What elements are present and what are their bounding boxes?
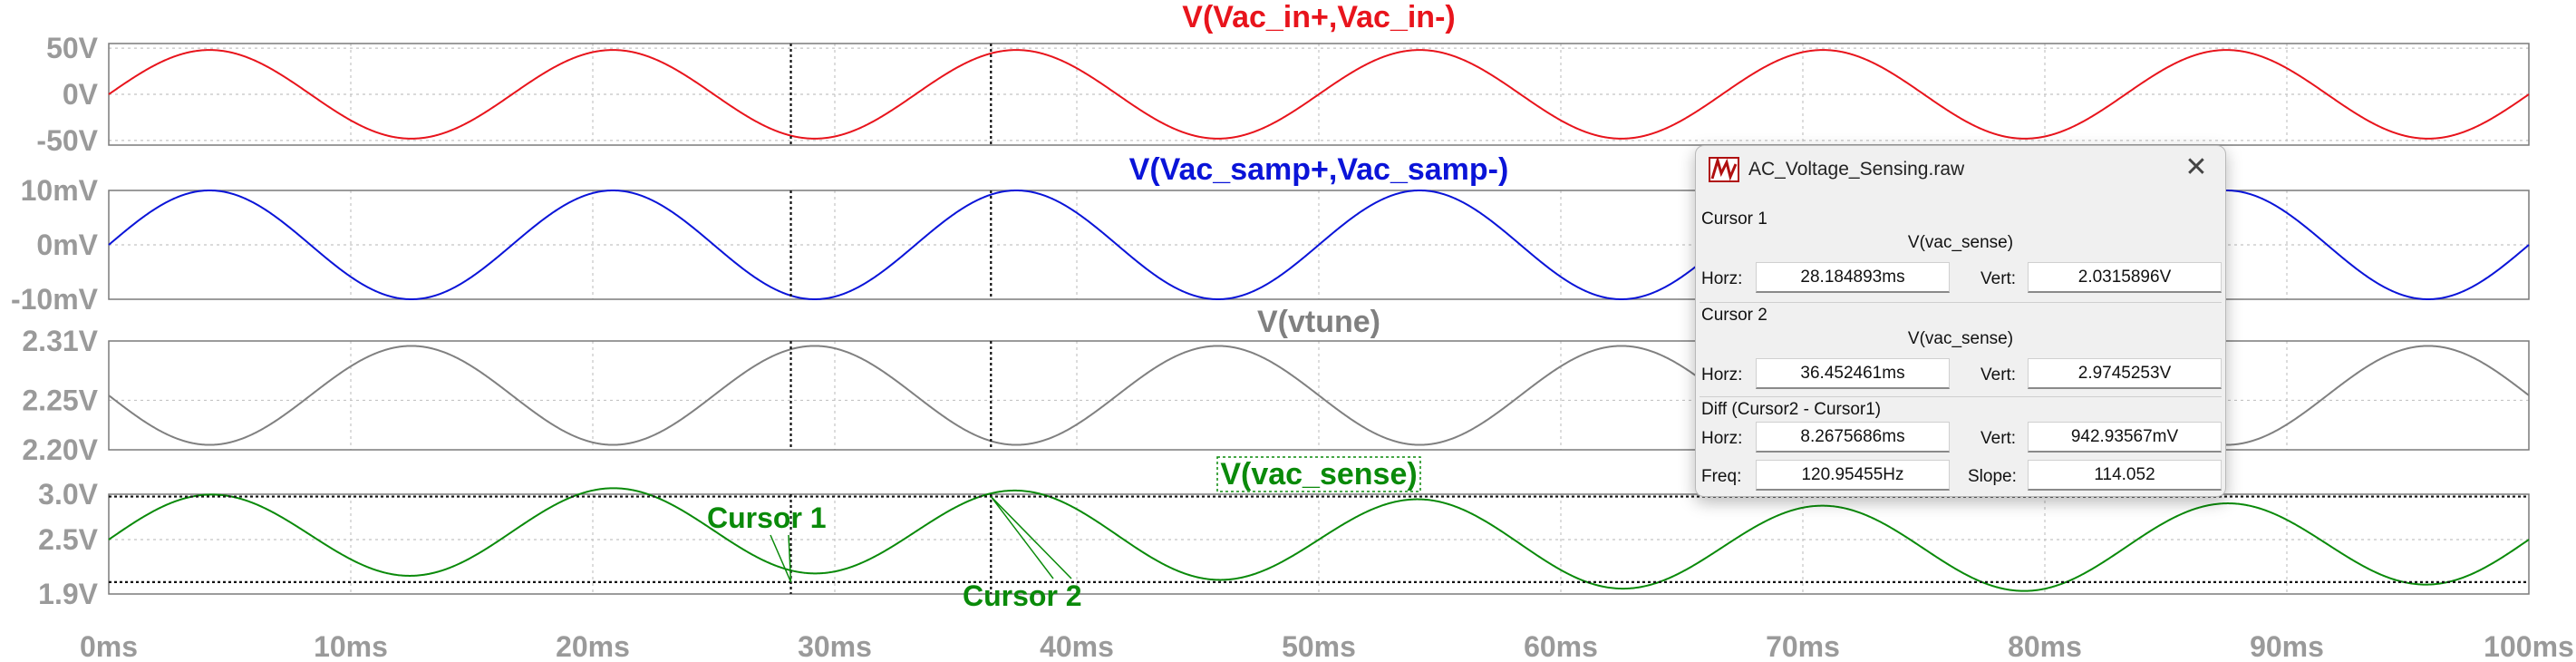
- cursor-pointer-line: [990, 496, 1054, 579]
- diff-slope-field[interactable]: 114.052: [2028, 460, 2222, 491]
- x-tick-label: 30ms: [798, 630, 872, 662]
- pane-title: V(vac_sense): [1220, 457, 1417, 492]
- x-tick-label: 10ms: [314, 630, 388, 662]
- series-line: [108, 49, 2530, 140]
- x-tick-label: 70ms: [1766, 630, 1840, 662]
- x-tick-label: 100ms: [2484, 630, 2574, 662]
- cursor1-vert-label: Vert:: [1980, 269, 2017, 288]
- series-line: [108, 487, 2530, 592]
- y-tick-label: 2.5V: [38, 523, 98, 556]
- divider: [1700, 302, 2222, 303]
- cursor2-heading: Cursor 2: [1701, 306, 1767, 325]
- cursor2-horz-label: Horz:: [1701, 365, 1743, 385]
- x-tick-label: 0ms: [80, 630, 138, 662]
- pane-title: V(vtune): [1257, 305, 1380, 339]
- y-tick-label: 10mV: [21, 174, 99, 207]
- diff-vert-field[interactable]: 942.93567mV: [2028, 422, 2222, 453]
- y-tick-label: -10mV: [11, 283, 99, 316]
- cursor1-label: Cursor 1: [707, 501, 827, 534]
- diff-horz-label: Horz:: [1701, 429, 1743, 448]
- x-tick-label: 50ms: [1282, 630, 1356, 662]
- cursor-pointer-line: [788, 534, 792, 582]
- selected-trace-box[interactable]: [1216, 456, 1421, 492]
- cursor1-signal: V(vac_sense): [1907, 233, 2014, 252]
- diff-vert-label: Vert:: [1980, 429, 2017, 448]
- y-tick-label: 0V: [63, 78, 99, 111]
- y-tick-label: 2.25V: [22, 384, 98, 416]
- x-tick-label: 40ms: [1040, 630, 1114, 662]
- pane-frame: [108, 493, 2530, 595]
- diff-freq-field[interactable]: 120.95455Hz: [1756, 460, 1950, 491]
- y-tick-label: 50V: [46, 32, 99, 64]
- y-tick-label: 0mV: [36, 229, 98, 261]
- cursor2-label: Cursor 2: [963, 579, 1082, 612]
- cursor2-vert-field[interactable]: 2.9745253V: [2028, 358, 2222, 389]
- y-tick-label: 2.31V: [22, 325, 98, 357]
- close-icon[interactable]: ✕: [2184, 152, 2208, 182]
- cursor1-horz-label: Horz:: [1701, 269, 1743, 288]
- cursor1-vert-field[interactable]: 2.0315896V: [2028, 262, 2222, 293]
- y-tick-label: -50V: [36, 124, 98, 157]
- x-tick-label: 20ms: [556, 630, 630, 662]
- pane-title: V(Vac_in+,Vac_in-): [1182, 0, 1455, 34]
- divider: [1700, 396, 2222, 397]
- diff-heading: Diff (Cursor2 - Cursor1): [1701, 400, 1882, 419]
- cursor-window[interactable]: AC_Voltage_Sensing.raw ✕ Cursor 1 V(vac_…: [1695, 145, 2226, 497]
- ltspice-app-icon: [1709, 157, 1739, 182]
- cursor2-vert-label: Vert:: [1980, 365, 2017, 385]
- cursor-pointer-line: [990, 496, 1072, 579]
- diff-slope-label: Slope:: [1968, 467, 2017, 486]
- window-title: AC_Voltage_Sensing.raw: [1748, 159, 1965, 180]
- cursor1-heading: Cursor 1: [1701, 209, 1767, 229]
- cursor1-horz-field[interactable]: 28.184893ms: [1756, 262, 1950, 293]
- x-tick-label: 60ms: [1524, 630, 1598, 662]
- pane-title: V(Vac_samp+,Vac_samp-): [1129, 152, 1509, 187]
- x-tick-label: 90ms: [2250, 630, 2324, 662]
- diff-horz-field[interactable]: 8.2675686ms: [1756, 422, 1950, 453]
- x-tick-label: 80ms: [2008, 630, 2082, 662]
- y-tick-label: 2.20V: [22, 433, 98, 466]
- cursor2-horz-field[interactable]: 36.452461ms: [1756, 358, 1950, 389]
- y-tick-label: 3.0V: [38, 478, 98, 511]
- cursor-pointer-line: [770, 534, 792, 583]
- diff-freq-label: Freq:: [1701, 467, 1742, 486]
- y-tick-label: 1.9V: [38, 578, 98, 610]
- cursor2-signal: V(vac_sense): [1907, 329, 2014, 348]
- window-titlebar[interactable]: AC_Voltage_Sensing.raw ✕: [1696, 146, 2225, 193]
